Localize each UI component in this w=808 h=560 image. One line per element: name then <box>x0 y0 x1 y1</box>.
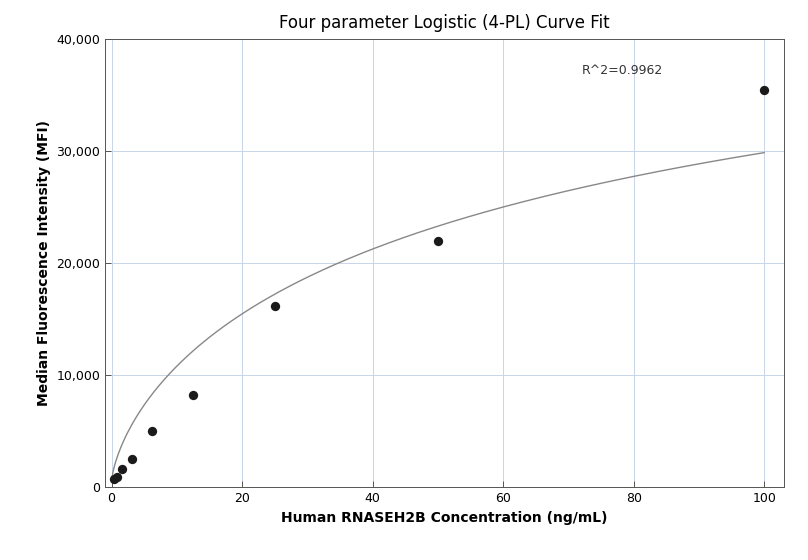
X-axis label: Human RNASEH2B Concentration (ng/mL): Human RNASEH2B Concentration (ng/mL) <box>281 511 608 525</box>
Text: R^2=0.9962: R^2=0.9962 <box>582 64 663 77</box>
Point <box>758 85 771 94</box>
Point <box>268 301 281 310</box>
Point <box>187 391 200 400</box>
Point <box>116 465 128 474</box>
Point <box>107 475 120 484</box>
Title: Four parameter Logistic (4-PL) Curve Fit: Four parameter Logistic (4-PL) Curve Fit <box>279 14 610 32</box>
Y-axis label: Median Fluorescence Intensity (MFI): Median Fluorescence Intensity (MFI) <box>36 120 51 406</box>
Point <box>431 236 444 245</box>
Point <box>110 473 123 482</box>
Point <box>146 427 159 436</box>
Point <box>125 455 138 464</box>
